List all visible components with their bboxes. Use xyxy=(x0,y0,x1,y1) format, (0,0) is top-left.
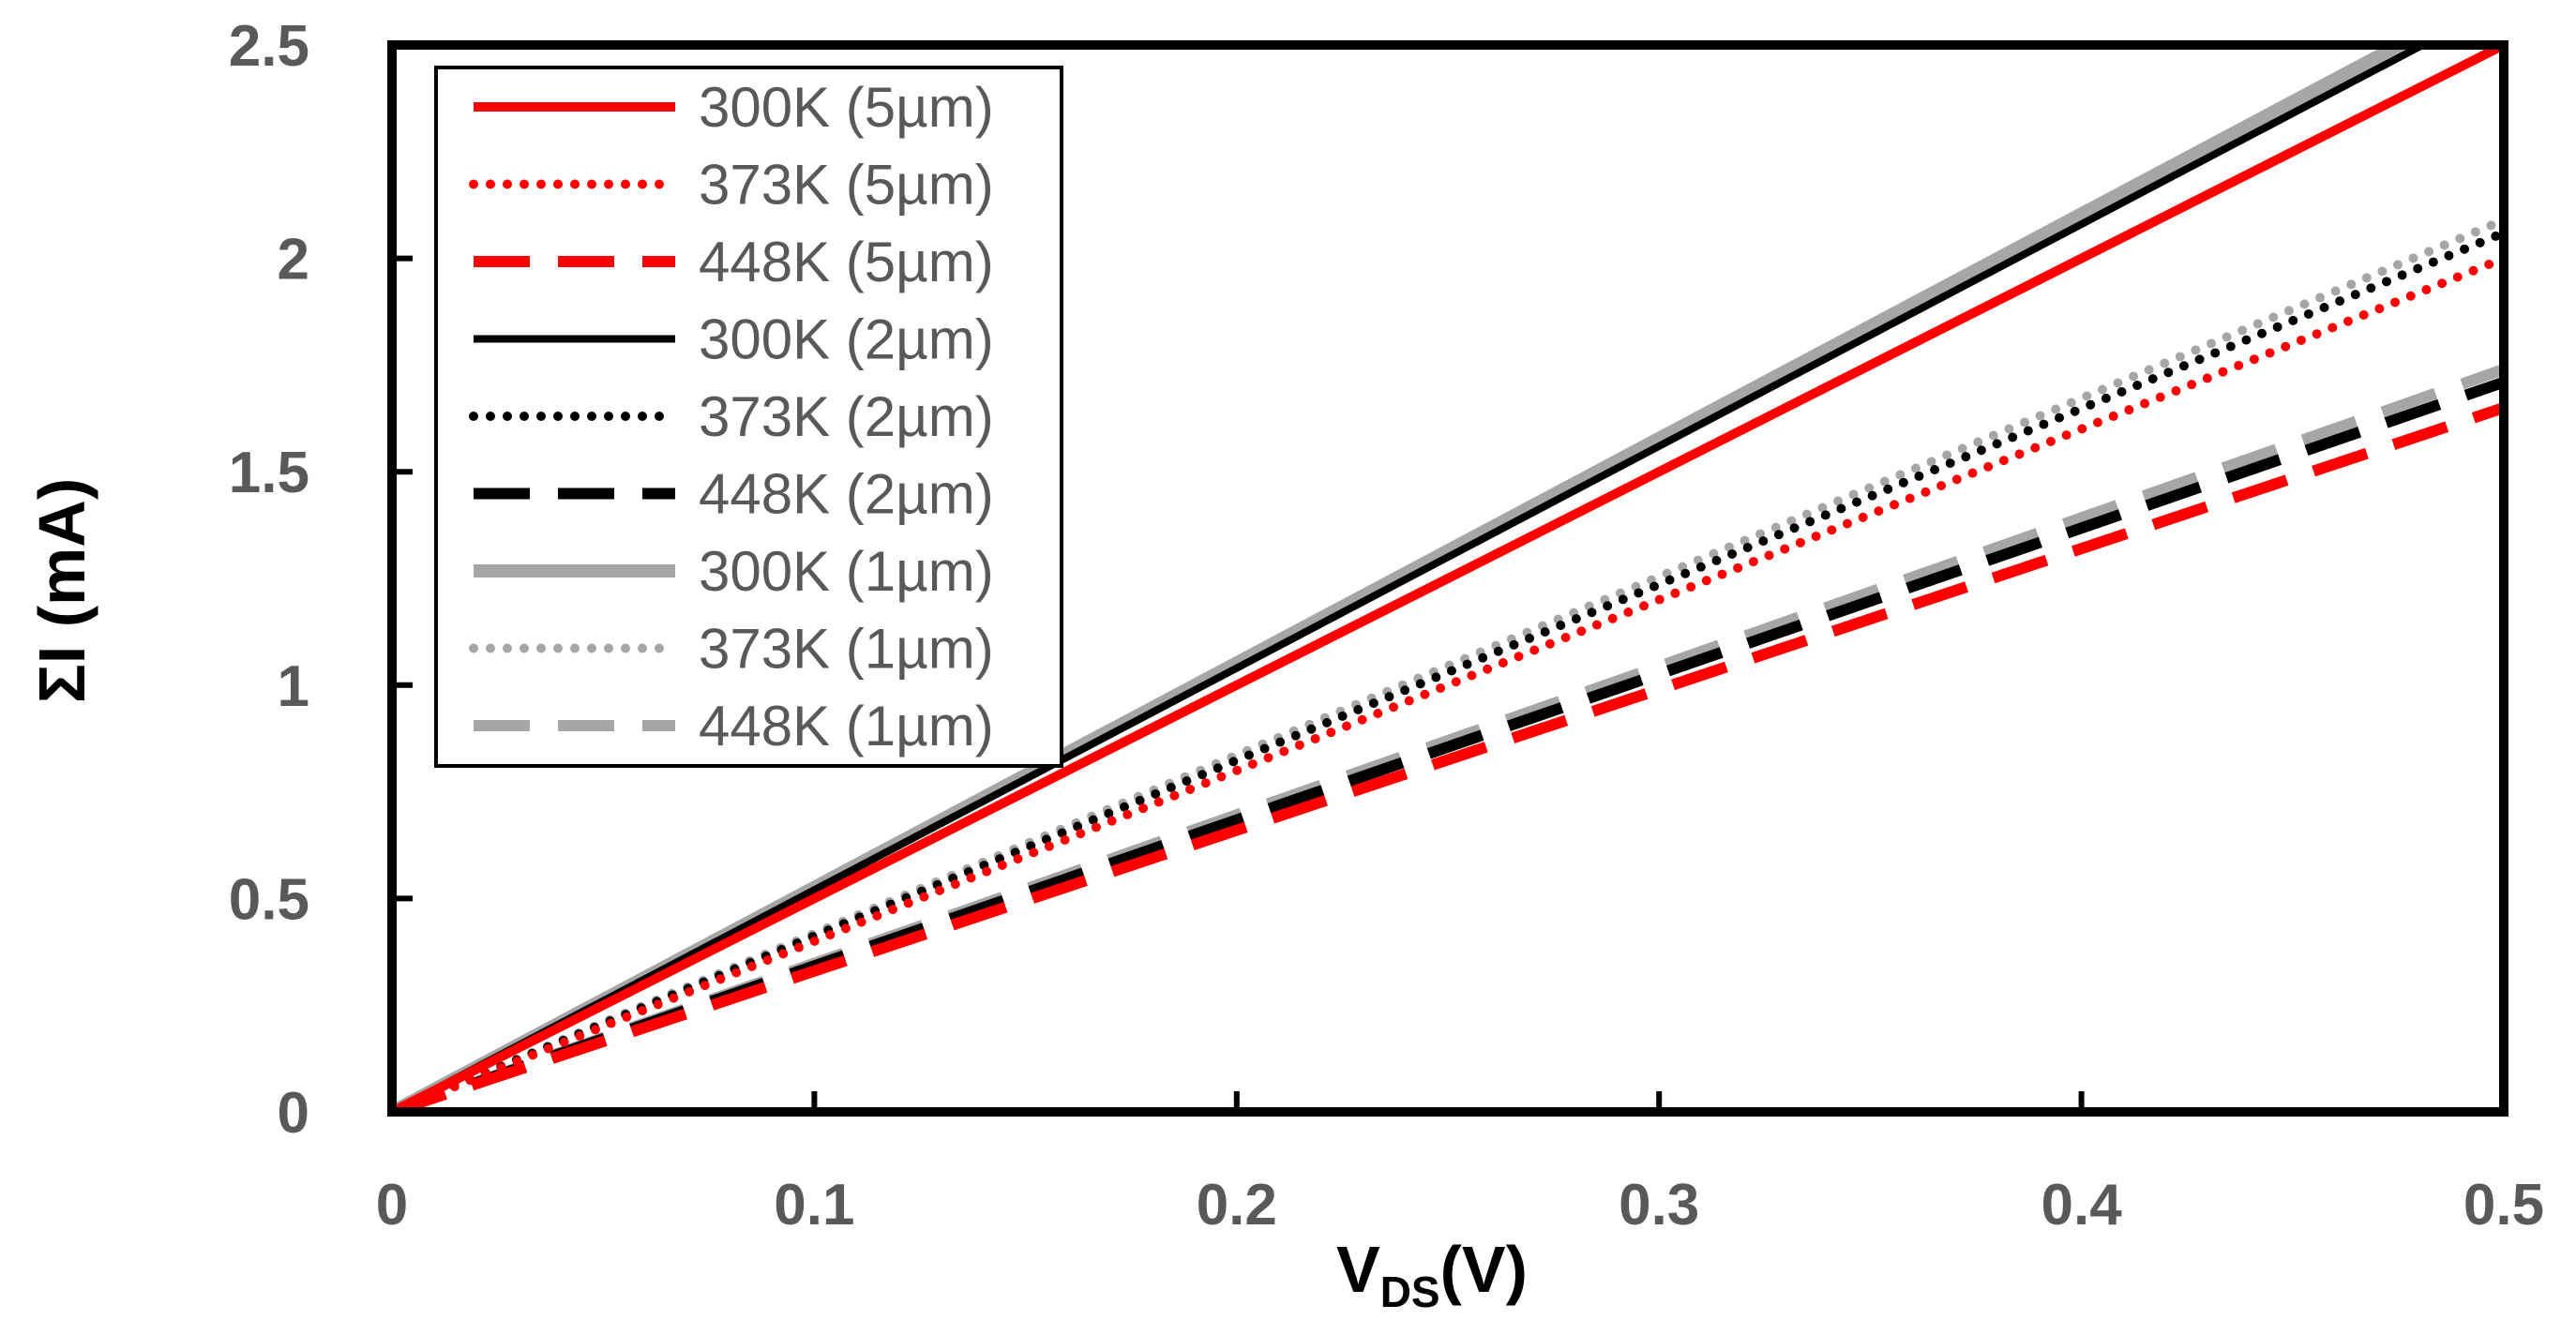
x-tick-label: 0.2 xyxy=(1197,1173,1277,1238)
legend-label: 300K (1µm) xyxy=(699,540,994,603)
series-line-2 xyxy=(392,402,2504,1112)
x-tick-label: 0.1 xyxy=(774,1173,854,1238)
legend: 300K (5µm) 373K (5µm) 448K (5µm) 300K (2µm)… xyxy=(434,66,1063,768)
legend-item: 300K (5µm) xyxy=(474,76,994,139)
x-axis-title-main: V xyxy=(1336,1233,1380,1306)
x-axis-title-unit: (V) xyxy=(1440,1233,1528,1306)
legend-label: 300K (2µm) xyxy=(699,308,994,371)
legend-item: 300K (1µm) xyxy=(474,540,994,603)
series-line-3 xyxy=(392,45,2431,1112)
y-axis: 0 0.5 1 1.5 2 2.5 xyxy=(229,14,413,1146)
y-tick-label: 1.5 xyxy=(229,441,309,505)
series-layer xyxy=(392,45,2504,1112)
x-tick-label: 0 xyxy=(376,1173,408,1238)
legend-item: 373K (1µm) xyxy=(469,618,994,681)
legend-item: 448K (2µm) xyxy=(474,463,994,526)
x-axis-title-subscript: DS xyxy=(1380,1268,1440,1316)
legend-label: 373K (5µm) xyxy=(699,154,994,217)
legend-item: 300K (2µm) xyxy=(474,308,994,371)
y-tick-label: 2 xyxy=(278,228,309,292)
x-axis: 0 0.1 0.2 0.3 0.4 0.5 xyxy=(376,1091,2544,1238)
legend-label: 373K (1µm) xyxy=(699,618,994,681)
legend-label: 448K (2µm) xyxy=(699,463,994,526)
legend-label: 448K (5µm) xyxy=(699,231,994,293)
y-axis-title: ΣI (mA) xyxy=(25,478,98,703)
legend-label: 300K (5µm) xyxy=(699,76,994,139)
series-line-0 xyxy=(392,45,2504,1112)
y-tick-label: 0 xyxy=(278,1081,309,1146)
x-axis-title: VDS(V) xyxy=(1336,1233,1528,1316)
legend-item: 373K (2µm) xyxy=(469,385,994,448)
legend-item: 448K (5µm) xyxy=(474,231,994,293)
series-line-4 xyxy=(392,228,2504,1112)
plot-frame xyxy=(387,40,2508,1117)
y-tick-label: 1 xyxy=(278,654,309,719)
series-line-7 xyxy=(392,215,2504,1112)
x-tick-label: 0.4 xyxy=(2041,1173,2122,1238)
y-tick-label: 0.5 xyxy=(229,867,309,932)
legend-item: 448K (1µm) xyxy=(474,695,994,758)
legend-item: 373K (5µm) xyxy=(469,154,994,217)
x-tick-label: 0.3 xyxy=(1619,1173,1699,1238)
x-tick-label: 0.5 xyxy=(2463,1173,2544,1238)
legend-label: 448K (1µm) xyxy=(699,695,994,758)
y-tick-label: 2.5 xyxy=(229,14,309,79)
legend-label: 373K (2µm) xyxy=(699,385,994,448)
